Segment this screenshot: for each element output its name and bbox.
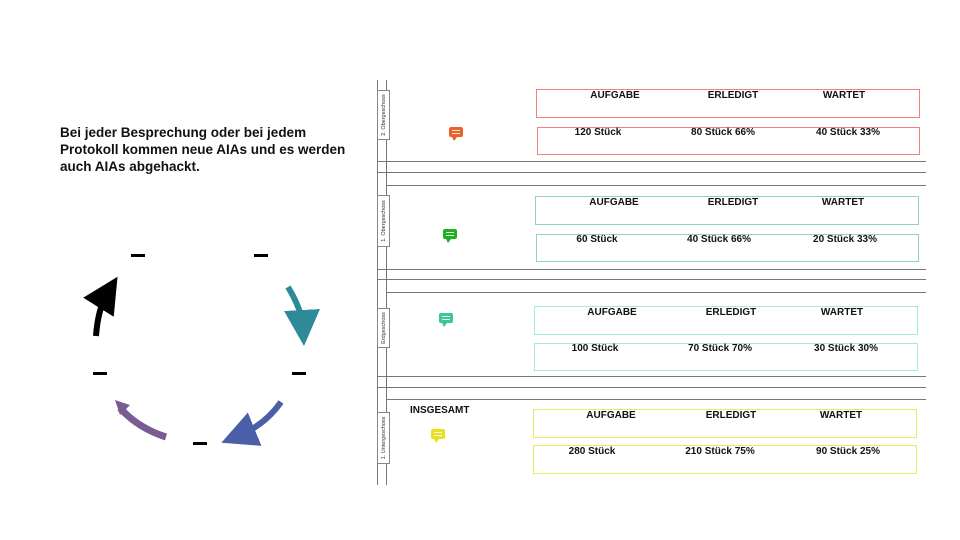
floor-label: 1. Untergeschoss xyxy=(377,412,390,464)
value-wartet: 30 Stück 30% xyxy=(814,343,878,354)
header-aufgabe: AUFGABE xyxy=(590,90,640,101)
values-box xyxy=(533,445,917,474)
header-box xyxy=(536,89,920,118)
chat-bubble-icon xyxy=(439,313,453,327)
floor-divider xyxy=(386,399,926,400)
floor-divider xyxy=(386,292,926,293)
header-wartet: WARTET xyxy=(821,197,865,208)
floor-divider xyxy=(377,269,926,270)
header-aufgabe: AUFGABE xyxy=(587,307,637,318)
value-aufgabe: 280 Stück xyxy=(568,446,616,457)
header-erledigt: ERLEDIGT xyxy=(707,90,759,101)
value-aufgabe: 60 Stück xyxy=(576,234,618,245)
cycle-arrow-bottom-left xyxy=(117,405,168,441)
header-erledigt: ERLEDIGT xyxy=(707,197,759,208)
header-erledigt: ERLEDIGT xyxy=(705,307,757,318)
values-box xyxy=(536,234,919,262)
value-aufgabe: 100 Stück xyxy=(571,343,619,354)
floor-divider xyxy=(377,279,926,280)
header-box xyxy=(533,409,917,438)
value-wartet: 20 Stück 33% xyxy=(813,234,877,245)
floor-divider xyxy=(386,185,926,186)
header-wartet: WARTET xyxy=(822,90,866,101)
cycle-dash-top-right xyxy=(254,254,268,257)
floor-divider xyxy=(377,161,926,162)
cycle-dash-bottom xyxy=(193,442,207,445)
values-box xyxy=(537,127,920,155)
value-wartet: 40 Stück 33% xyxy=(816,127,880,138)
floor-divider xyxy=(377,172,926,173)
building-outline-inner xyxy=(386,80,387,485)
building-outline-left xyxy=(377,80,378,485)
floor-divider xyxy=(377,387,926,388)
floor-label: 1. Obergeschoss xyxy=(377,195,390,247)
value-aufgabe: 120 Stück xyxy=(574,127,622,138)
chat-bubble-icon xyxy=(449,127,463,141)
header-aufgabe: AUFGABE xyxy=(586,410,636,421)
header-wartet: WARTET xyxy=(820,307,864,318)
cycle-arrow-bottom-right xyxy=(221,400,284,446)
value-wartet: 90 Stück 25% xyxy=(816,446,880,457)
header-aufgabe: AUFGABE xyxy=(589,197,639,208)
cycle-diagram xyxy=(83,276,320,446)
floor-divider xyxy=(377,376,926,377)
value-erledigt: 80 Stück 66% xyxy=(691,127,755,138)
chat-bubble-icon xyxy=(431,429,445,443)
header-wartet: WARTET xyxy=(819,410,863,421)
cycle-dash-left xyxy=(93,372,107,375)
floor-label: Erdgeschoss xyxy=(377,308,390,348)
cycle-dash-right xyxy=(292,372,306,375)
header-box xyxy=(534,306,918,335)
value-erledigt: 70 Stück 70% xyxy=(688,343,752,354)
cycle-arrow-left xyxy=(83,276,118,337)
chat-bubble-icon xyxy=(443,229,457,243)
floor-label: 2. Obergeschoss xyxy=(377,90,390,140)
value-erledigt: 40 Stück 66% xyxy=(687,234,751,245)
total-title: INSGESAMT xyxy=(410,405,470,416)
cycle-dash-top-left xyxy=(131,254,145,257)
value-erledigt: 210 Stück 75% xyxy=(685,446,755,457)
values-box xyxy=(534,343,918,371)
intro-text: Bei jeder Besprechung oder bei jedem Pro… xyxy=(60,125,346,174)
header-box xyxy=(535,196,919,225)
cycle-arrow-bottom-left-head xyxy=(115,400,130,415)
cycle-arrow-right xyxy=(284,285,320,346)
header-erledigt: ERLEDIGT xyxy=(705,410,757,421)
